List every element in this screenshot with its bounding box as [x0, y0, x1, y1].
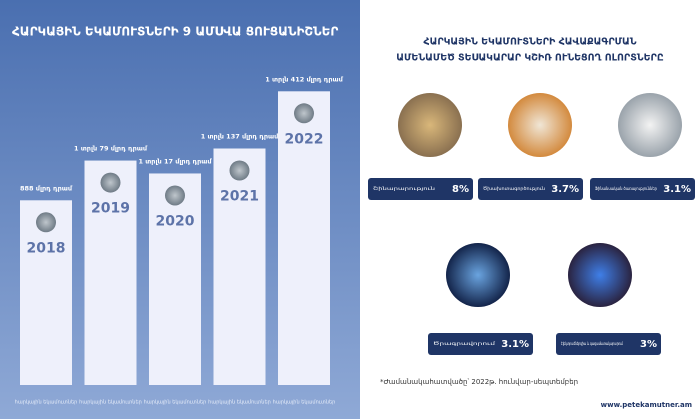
sector-photo: [398, 93, 462, 157]
chart-title: ՀԱՐԿԱՅԻՆ ԵԿԱՄՈՒՏՆԵՐԻ 9 ԱՄՍՎԱ ՑՈՒՑԱՆԻՇՆԵՐ: [12, 25, 338, 39]
sector-name: Ծխախոտագործություն: [483, 186, 545, 191]
value-label: 1 տրլն 79 մլրդ դրամ: [74, 145, 148, 153]
bar: [149, 173, 201, 385]
sector-value: 8%: [452, 184, 469, 195]
coin-icon: [100, 172, 121, 193]
sector-name: Էլեկտրաէներգիա և գազամատակարարում: [561, 341, 623, 346]
sector-name: Ֆինանսական ծառայություններ: [595, 186, 657, 191]
sector-value: 3.7%: [551, 184, 579, 195]
sectors-title: ԱՄԵՆԱՄԵԾ ՏԵՍԱԿԱՐԱՐ ԿՇԻՌ ՈՒՆԵՑՈՂ ՈԼՈՐՏՆԵՐ…: [396, 53, 664, 64]
coin-icon: [165, 185, 185, 206]
coin-icon: [294, 103, 314, 124]
bar-caption: հարկային եկամուտներ: [15, 400, 78, 406]
bar-caption: հարկային եկամուտներ: [273, 400, 336, 406]
bar-caption: հարկային եկամուտներ: [144, 400, 207, 406]
value-label: 1 տրլն 412 մլրդ դրամ: [265, 75, 343, 83]
sector-pill: [428, 333, 533, 355]
sector-pill: [478, 178, 583, 200]
sectors-title: ՀԱՐԿԱՅԻՆ ԵԿԱՄՈՒՏՆԵՐԻ ՀԱՎԱՔԱԳՐՄԱՆ: [423, 37, 636, 48]
bar-caption: հարկային եկամուտներ: [79, 400, 142, 406]
bar-caption: հարկային եկամուտներ: [208, 400, 271, 406]
year-label: 2018: [27, 240, 66, 256]
sector-value: 3%: [640, 339, 657, 350]
sector-value: 3.1%: [501, 339, 529, 350]
website: www.petekamutner.am: [601, 401, 692, 409]
bar: [278, 91, 330, 385]
sector-name: Ծրագրավորում: [433, 341, 496, 346]
value-label: 888 մլրդ դրամ: [20, 184, 73, 192]
year-label: 2020: [156, 213, 195, 229]
sector-photo: [446, 243, 510, 307]
sector-value: 3.1%: [663, 184, 691, 195]
coin-icon: [36, 212, 56, 233]
sector-pill: [556, 333, 661, 355]
sector-name: Շինարարություն: [373, 186, 436, 191]
sector-pill: [590, 178, 695, 200]
sector-photo: [618, 93, 682, 157]
sector-photo: [508, 93, 572, 157]
value-label: 1 տրլն 137 մլրդ դրամ: [201, 133, 279, 141]
bar: [84, 160, 137, 385]
sector-photo: [568, 243, 632, 307]
value-label: 1 տրլն 17 մլրդ դրամ: [138, 157, 212, 165]
sector-pill: [368, 178, 473, 200]
year-label: 2019: [91, 201, 130, 217]
footnote: *Ժամանակահատվածը՝ 2022թ. հունվար-սեպտեմբ…: [380, 378, 578, 386]
year-label: 2022: [285, 131, 324, 147]
coin-icon: [229, 160, 250, 181]
year-label: 2021: [220, 189, 259, 205]
bar: [213, 148, 266, 385]
